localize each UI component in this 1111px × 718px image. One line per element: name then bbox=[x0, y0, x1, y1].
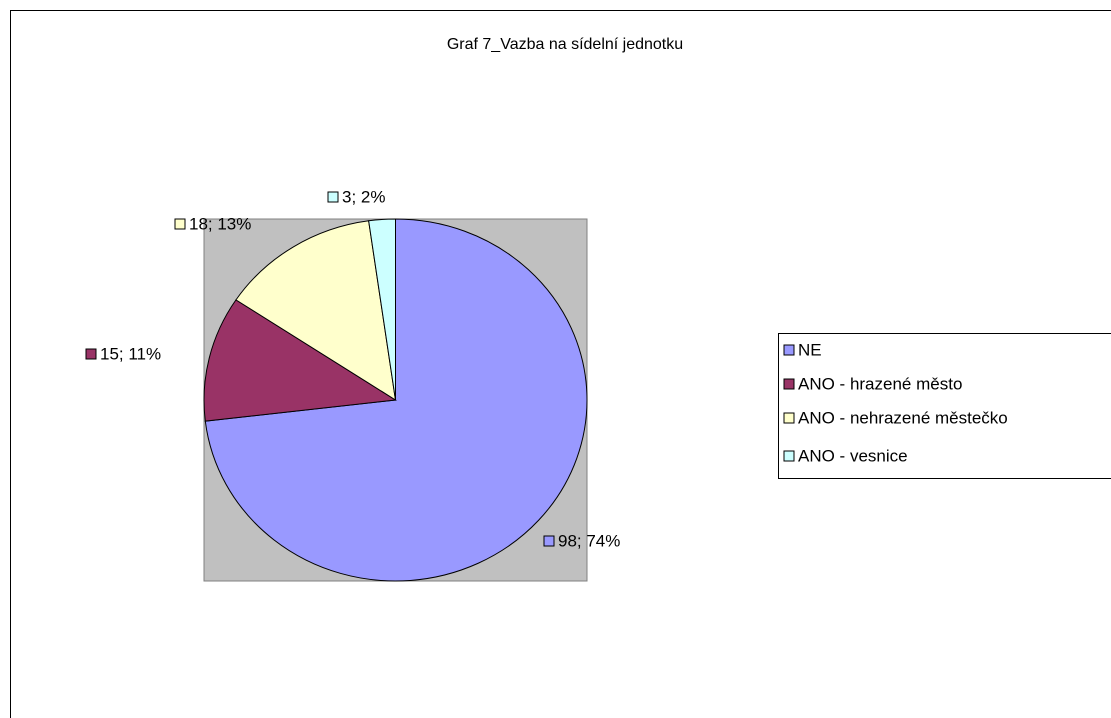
data-label: 15; 11% bbox=[100, 344, 161, 363]
data-label: 3; 2% bbox=[342, 187, 385, 206]
data-label-key bbox=[543, 535, 555, 547]
legend-key bbox=[783, 344, 795, 356]
pie-slice bbox=[368, 218, 396, 401]
pie-slice bbox=[235, 220, 397, 402]
legend-key bbox=[783, 450, 795, 462]
data-label-key bbox=[327, 191, 339, 203]
data-label-key bbox=[174, 218, 186, 230]
chart-title: Graf 7_Vazba na sídelní jednotku bbox=[447, 36, 683, 53]
data-label: 98; 74% bbox=[558, 531, 620, 550]
legend-label: ANO - vesnice bbox=[798, 446, 908, 465]
legend-key bbox=[783, 378, 795, 390]
legend-label: ANO - hrazené město bbox=[798, 374, 962, 393]
data-label: 18; 13% bbox=[189, 214, 251, 233]
legend bbox=[778, 333, 1111, 479]
legend-key bbox=[783, 412, 795, 424]
legend-label: NE bbox=[798, 340, 822, 359]
pie-slice bbox=[203, 299, 397, 422]
legend-label: ANO - nehrazené městečko bbox=[798, 408, 1008, 427]
data-label-key bbox=[85, 348, 97, 360]
